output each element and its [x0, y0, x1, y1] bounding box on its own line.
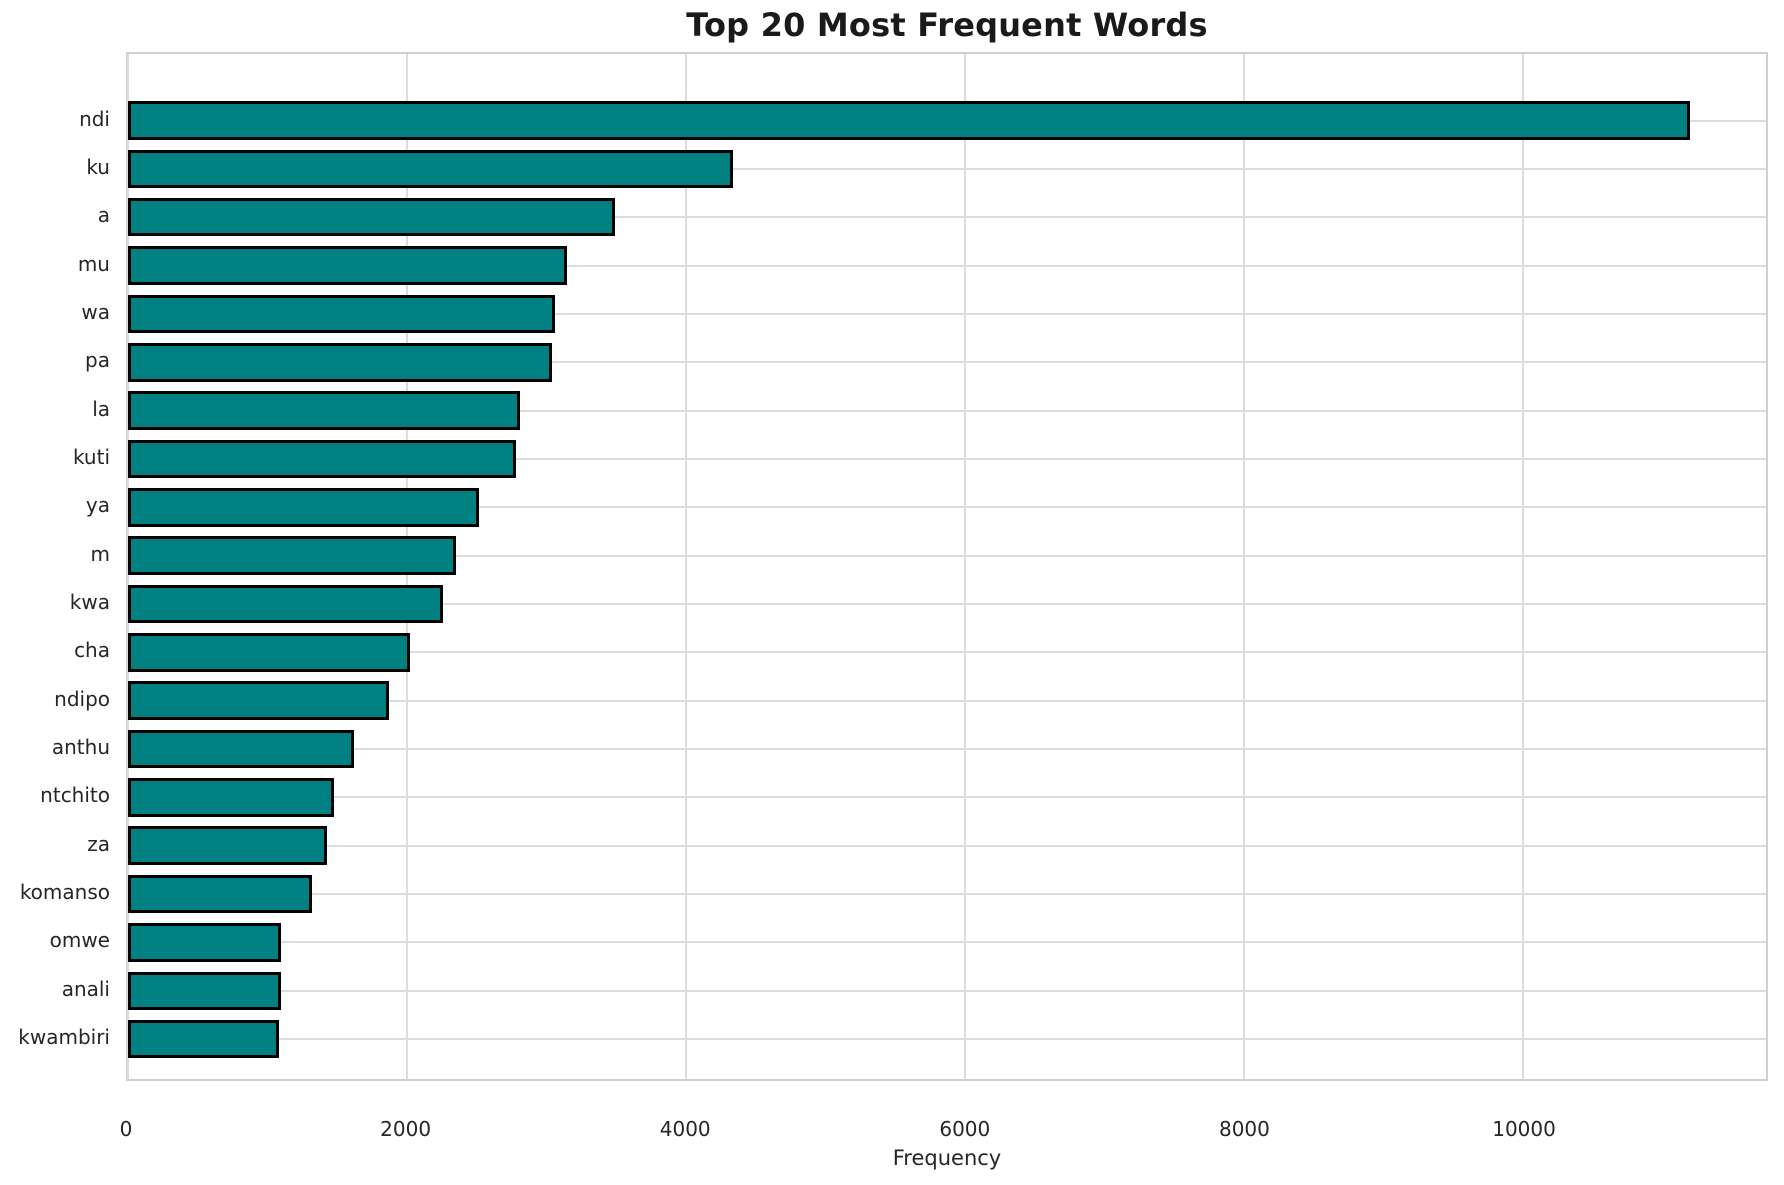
- y-tick-label-ndi: ndi: [79, 106, 110, 131]
- y-tick-label-pa: pa: [85, 348, 110, 373]
- bar-kuti: [128, 439, 516, 479]
- y-tick-label-anthu: anthu: [51, 735, 110, 760]
- y-axis-tick-labels: ndi ku a mu wa pa la kuti ya m kwa cha ndipo anthu ntc…: [0, 52, 110, 1081]
- y-tick-label-kwambiri: kwambiri: [18, 1025, 110, 1050]
- y-tick-label-a: a: [97, 203, 110, 228]
- y-tick-label-la: la: [92, 396, 110, 421]
- y-tick-label-ndipo: ndipo: [54, 686, 110, 711]
- y-gridline-za: [128, 844, 1766, 847]
- y-tick-label-ya: ya: [85, 493, 110, 518]
- plot-area: [126, 52, 1768, 1081]
- bar-komanso: [128, 874, 313, 914]
- y-tick-label-za: za: [87, 831, 110, 856]
- y-gridline-komanso: [128, 893, 1766, 896]
- chart-title: Top 20 Most Frequent Words: [686, 6, 1208, 44]
- y-tick-label-anali: anali: [61, 976, 110, 1001]
- y-tick-label-ku: ku: [86, 154, 110, 179]
- bar-m: [128, 536, 456, 575]
- y-gridline-omwe: [128, 941, 1766, 944]
- y-gridline-ntchito: [128, 796, 1766, 799]
- bar-a: [128, 197, 615, 237]
- bar-anali: [128, 971, 281, 1011]
- y-tick-label-komanso: komanso: [19, 880, 110, 905]
- y-tick-label-mu: mu: [77, 251, 110, 276]
- y-gridline-wa: [128, 312, 1766, 315]
- x-gridline-8000: [1242, 54, 1245, 1079]
- bar-ya: [128, 488, 480, 527]
- y-tick-label-omwe: omwe: [49, 928, 110, 953]
- bar-anthu: [128, 729, 354, 769]
- y-gridline-kuti: [128, 457, 1766, 460]
- bar-za: [128, 826, 328, 866]
- y-tick-label-kuti: kuti: [72, 444, 110, 469]
- bar-ndi: [128, 101, 1690, 140]
- x-gridline-10000: [1521, 54, 1524, 1079]
- y-gridline-la: [128, 409, 1766, 412]
- y-gridline-ku: [128, 167, 1766, 170]
- x-tick-label-6000: 6000: [939, 1117, 991, 1141]
- y-gridline-kwambiri: [128, 1038, 1766, 1041]
- bar-ku: [128, 149, 734, 189]
- bar-pa: [128, 342, 552, 382]
- x-axis-title: Frequency: [892, 1146, 1002, 1170]
- x-tick-label-10000: 10000: [1492, 1117, 1556, 1141]
- x-tick-label-0: 0: [119, 1117, 133, 1141]
- y-gridline-ndipo: [128, 699, 1766, 702]
- bar-mu: [128, 246, 568, 285]
- y-tick-label-kwa: kwa: [69, 590, 110, 614]
- x-tick-label-2000: 2000: [380, 1117, 432, 1141]
- x-tick-label-8000: 8000: [1218, 1117, 1270, 1141]
- x-gridline-6000: [963, 54, 966, 1079]
- bar-la: [128, 391, 520, 430]
- y-gridline-pa: [128, 361, 1766, 364]
- bar-ndipo: [128, 681, 389, 720]
- y-gridline-mu: [128, 264, 1766, 267]
- bar-wa: [128, 294, 555, 334]
- bar-kwambiri: [128, 1019, 280, 1059]
- y-gridline-a: [128, 216, 1766, 219]
- bar-omwe: [128, 923, 282, 962]
- bar-ntchito: [128, 778, 335, 817]
- y-gridline-anali: [128, 989, 1766, 992]
- x-gridline-4000: [684, 54, 687, 1079]
- y-tick-label-wa: wa: [81, 299, 110, 324]
- y-tick-label-ntchito: ntchito: [40, 783, 110, 808]
- y-tick-label-m: m: [90, 541, 110, 566]
- y-gridline-kwa: [128, 603, 1766, 605]
- y-gridline-cha: [128, 651, 1766, 654]
- y-gridline-ya: [128, 506, 1766, 509]
- bar-cha: [128, 633, 410, 672]
- y-tick-label-cha: cha: [74, 638, 110, 663]
- y-gridline-m: [128, 554, 1766, 557]
- x-axis-tick-labels: 0 2000 4000 6000 8000 10000: [120, 1117, 1768, 1143]
- y-gridline-anthu: [128, 748, 1766, 751]
- bar-kwa: [128, 584, 444, 624]
- x-tick-label-4000: 4000: [659, 1117, 711, 1141]
